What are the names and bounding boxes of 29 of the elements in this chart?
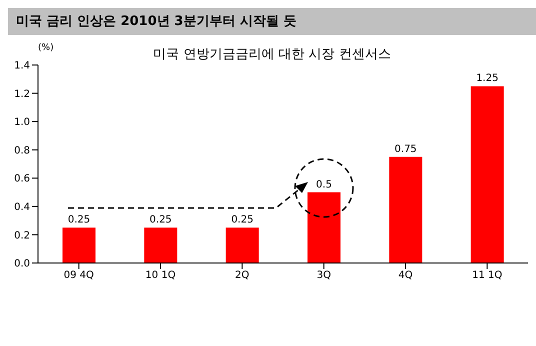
data-label: 0.75 (394, 144, 417, 155)
bar (308, 192, 340, 263)
bar (389, 156, 422, 263)
bar (470, 86, 504, 263)
x-tick-label: 2Q (235, 270, 250, 282)
data-label: 0.5 (316, 179, 332, 190)
x-tick-label: 4Q (398, 270, 413, 282)
y-tick-label: 0.4 (14, 202, 30, 213)
x-tick-label: 09 4Q (64, 270, 94, 282)
y-tick-label: 1.4 (14, 60, 30, 72)
y-tick-label: 1.2 (14, 88, 30, 100)
bar (226, 228, 259, 263)
y-tick-label: 1.0 (14, 117, 30, 128)
chart-title: 미국 금리 인상은 2010년 3분기부터 시작될 듯 (8, 8, 536, 35)
y-tick-label: 0.6 (14, 174, 30, 185)
x-tick-label: 3Q (316, 270, 332, 282)
x-tick-label: 10 1Q (145, 270, 176, 282)
chart-subtitle: 미국 연방기금금리에 대한 시장 컨센서스 (153, 47, 391, 62)
data-label: 1.25 (476, 73, 498, 84)
y-axis-title: (%) (38, 43, 54, 53)
data-label: 0.25 (231, 214, 254, 226)
y-tick-label: 0.0 (14, 258, 30, 270)
bar (144, 228, 178, 263)
x-tick-label: 11 1Q (472, 270, 502, 282)
data-label: 0.25 (150, 214, 172, 226)
y-tick-label: 0.8 (14, 145, 30, 156)
y-tick-label: 0.2 (14, 230, 30, 242)
data-label: 0.25 (68, 214, 90, 226)
bar (62, 228, 96, 263)
